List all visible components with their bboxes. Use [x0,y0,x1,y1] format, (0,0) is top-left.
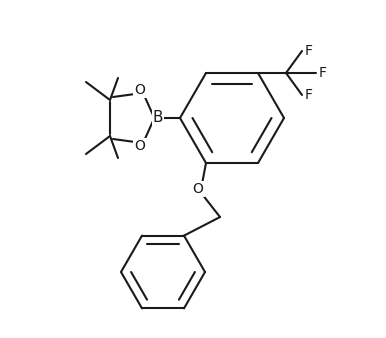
Text: O: O [135,139,146,153]
Text: F: F [319,66,327,80]
Text: F: F [305,88,313,102]
Text: F: F [305,44,313,58]
Text: O: O [135,83,146,97]
Text: O: O [193,182,203,196]
Text: B: B [153,111,163,125]
